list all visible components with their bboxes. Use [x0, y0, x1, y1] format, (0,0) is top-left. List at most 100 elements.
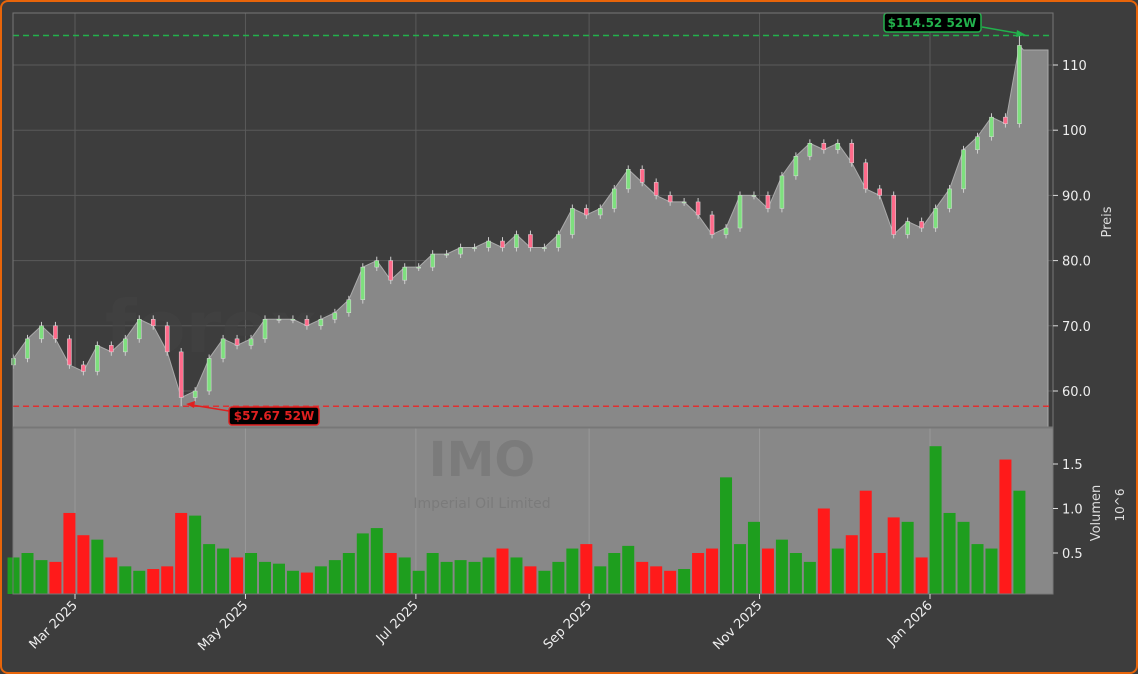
candle-body: [430, 253, 435, 268]
volume-bar: [398, 557, 411, 594]
candle-body: [528, 234, 533, 248]
high-52w-label: $114.52 52W: [888, 16, 977, 30]
candle-body: [653, 182, 659, 196]
candle-body: [919, 221, 924, 229]
candle-body: [933, 208, 938, 229]
volume-bar: [747, 521, 760, 594]
volume-bar: [175, 512, 188, 594]
candle-body: [695, 201, 701, 216]
volume-bar: [538, 570, 551, 594]
volume-bar: [789, 553, 802, 594]
volume-bar: [133, 570, 146, 594]
volume-bar: [510, 557, 523, 594]
volume-bar: [63, 512, 76, 594]
candle-body: [625, 169, 631, 190]
volume-bar: [328, 560, 341, 594]
volume-bar: [21, 553, 34, 594]
price-tick-label: 90.0: [1062, 189, 1091, 204]
volume-bar: [245, 553, 258, 594]
candle-body: [11, 358, 16, 366]
candle-body: [290, 319, 296, 321]
candle-body: [25, 338, 30, 359]
volume-bar: [761, 548, 774, 594]
price-tick-label: 110: [1062, 59, 1087, 74]
high-52w-annotation: $114.52 52W: [883, 12, 1026, 37]
candle-body: [849, 142, 855, 164]
candle-body: [570, 208, 575, 235]
candle-body: [402, 266, 407, 281]
volume-bar: [342, 553, 355, 594]
candle-body: [318, 319, 324, 327]
candle-body: [123, 338, 128, 353]
volume-scale-label: 10^6: [1113, 489, 1127, 522]
volume-bar: [552, 561, 565, 594]
candle-body: [765, 195, 771, 209]
volume-bar: [356, 533, 369, 594]
candle-body: [947, 188, 952, 209]
volume-tick-label: 1.5: [1062, 458, 1083, 473]
candle-body: [514, 234, 519, 248]
candle-body: [53, 325, 58, 340]
candle-body: [262, 319, 268, 340]
volume-bar: [720, 477, 733, 594]
volume-bar: [803, 561, 816, 594]
date-tick-label: Jan 2026: [884, 598, 936, 650]
candle-body: [975, 136, 980, 151]
volume-bar: [231, 557, 244, 594]
candle-body: [556, 234, 561, 248]
volume-bar: [664, 570, 677, 594]
volume-tick-label: 1.0: [1062, 503, 1083, 518]
candle-body: [304, 319, 310, 327]
volume-bar: [217, 548, 230, 594]
candle-body: [178, 351, 184, 398]
candle-body: [751, 195, 757, 197]
date-tick-label: May 2025: [195, 598, 251, 654]
volume-bar: [189, 515, 202, 594]
volume-bar: [49, 561, 62, 594]
candle-body: [472, 247, 477, 249]
candle-body: [39, 325, 44, 340]
volume-bar: [887, 517, 900, 594]
volume-bar: [300, 572, 313, 594]
candle-body: [164, 325, 170, 353]
volume-bar: [203, 544, 216, 594]
volume-bar: [831, 548, 844, 594]
volume-bar: [161, 566, 174, 594]
volume-bar: [650, 566, 663, 594]
candle-body: [598, 208, 603, 216]
candle-body: [346, 299, 352, 314]
candle-body: [639, 169, 645, 183]
ticker-symbol: IMO: [429, 432, 535, 488]
candle-body: [109, 345, 114, 353]
candle-body: [248, 338, 254, 346]
price-tick-label: 80.0: [1062, 255, 1091, 270]
candle-body: [891, 195, 896, 235]
volume-bar: [901, 521, 914, 594]
candles: [11, 35, 1022, 407]
volume-bar: [314, 566, 327, 594]
candle-body: [206, 358, 212, 392]
volume-bar: [35, 560, 48, 594]
candle-body: [821, 142, 827, 151]
candle-body: [584, 208, 589, 216]
price-area: [13, 45, 1048, 427]
volume-bar: [636, 561, 649, 594]
volume-bar: [594, 566, 607, 594]
candle-body: [486, 240, 491, 248]
candle-body: [360, 266, 366, 300]
date-tick-label: Jul 2025: [373, 598, 422, 647]
candle-body: [989, 116, 994, 137]
volume-bar: [943, 512, 956, 594]
volume-bar: [119, 566, 132, 594]
volume-bar: [566, 548, 579, 594]
candle-body: [807, 142, 813, 157]
volume-bar: [524, 566, 537, 594]
volume-bar: [678, 569, 691, 594]
candle-body: [905, 221, 910, 235]
volume-bar: [1013, 490, 1026, 594]
date-axis: Mar 2025 May 2025 Jul 2025 Sep 2025 Nov 2025…: [27, 594, 936, 654]
volume-bar: [496, 548, 509, 594]
ticker-name: Imperial Oil Limited: [413, 496, 550, 512]
volume-bar: [971, 544, 984, 594]
candle-body: [416, 266, 421, 269]
